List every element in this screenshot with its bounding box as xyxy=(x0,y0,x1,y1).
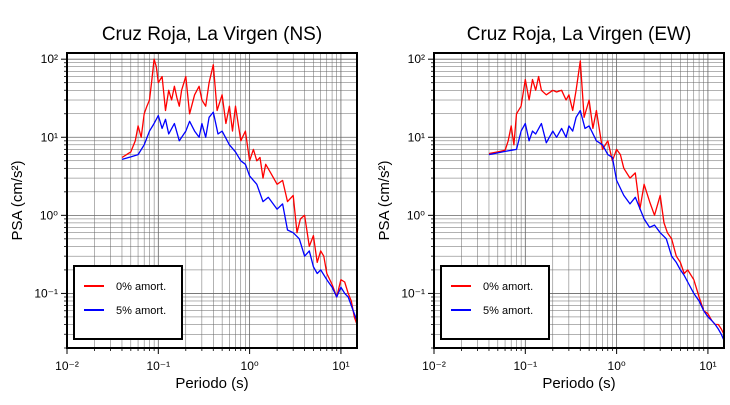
x-axis-label: Periodo (s) xyxy=(542,375,615,392)
x-tick-label: 10⁻¹ xyxy=(146,359,170,373)
y-tick-label: 10¹ xyxy=(41,130,58,144)
legend: 0% amort. 5% amort. xyxy=(440,265,550,340)
chart-panel-1: 10⁻² 10⁻¹ 10⁰ 10¹ 10⁻¹ 10⁰ 10¹ 10² Cruz Roja, La… xyxy=(9,24,358,392)
y-axis-label: PSA (cm/s²) xyxy=(9,160,26,240)
x-tick-label: 10⁰ xyxy=(608,359,626,373)
plot-frame xyxy=(66,52,358,349)
x-tick-label: 10⁰ xyxy=(241,359,259,373)
chart-title: Cruz Roja, La Virgen (NS) xyxy=(102,24,322,45)
series-line-damped xyxy=(488,109,725,341)
x-tick-label: 10⁻² xyxy=(55,359,79,373)
legend-box xyxy=(440,265,550,340)
legend: 0% amort. 5% amort. xyxy=(73,265,183,340)
x-tick-label: 10¹ xyxy=(699,359,716,373)
plot-frame xyxy=(433,52,725,349)
y-tick-label: 10² xyxy=(41,52,58,66)
y-tick-label: 10⁰ xyxy=(407,208,425,222)
x-axis-label: Periodo (s) xyxy=(175,375,248,392)
grid xyxy=(66,53,357,349)
legend-label: 5% amort. xyxy=(116,305,166,317)
y-axis-label: PSA (cm/s²) xyxy=(376,160,393,240)
y-tick-label: 10² xyxy=(408,52,425,66)
series-line-damped xyxy=(121,111,358,321)
legend-label: 0% amort. xyxy=(116,281,166,293)
x-tick-label: 10⁻¹ xyxy=(513,359,537,373)
legend-label: 0% amort. xyxy=(483,281,533,293)
legend-box xyxy=(73,265,183,340)
y-tick-label: 10⁻¹ xyxy=(401,286,425,300)
x-tick-label: 10¹ xyxy=(332,359,349,373)
x-tick-label: 10⁻² xyxy=(422,359,446,373)
y-tick-label: 10⁰ xyxy=(40,208,58,222)
series-line-undamped xyxy=(121,58,358,325)
chart-title: Cruz Roja, La Virgen (EW) xyxy=(467,24,692,45)
chart-panel-2: 10⁻² 10⁻¹ 10⁰ 10¹ 10⁻¹ 10⁰ 10¹ 10² Cruz Roja, La… xyxy=(376,24,725,392)
y-tick-label: 10¹ xyxy=(408,130,425,144)
series-line-undamped xyxy=(488,60,725,335)
legend-label: 5% amort. xyxy=(483,305,533,317)
y-tick-label: 10⁻¹ xyxy=(34,286,58,300)
